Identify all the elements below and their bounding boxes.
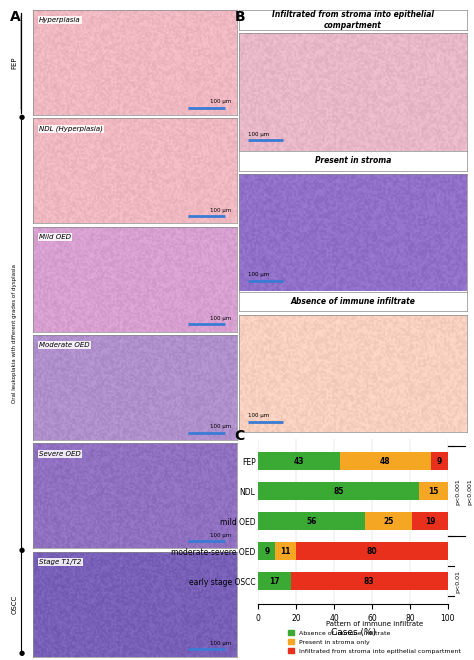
Bar [296,543,448,560]
Text: Stage T1/T2: Stage T1/T2 [39,559,82,565]
Text: p<0.001: p<0.001 [467,478,472,505]
Bar [258,572,291,591]
Bar [258,452,340,471]
Text: B: B [235,10,245,24]
Text: ●: ● [18,650,24,657]
Text: ●: ● [18,547,24,553]
Text: Oral leukoplakia with different grades of dysplasia: Oral leukoplakia with different grades o… [12,264,17,403]
Text: 80: 80 [367,547,377,556]
Text: 85: 85 [334,487,344,496]
Text: p<0.001: p<0.001 [456,478,461,505]
Text: Absence of immune infiltrate: Absence of immune infiltrate [291,297,416,306]
Text: 19: 19 [425,517,435,526]
Text: 100 μm: 100 μm [210,533,231,538]
Text: C: C [235,429,245,443]
Bar [412,512,448,531]
Bar [365,512,412,531]
Bar [258,543,275,560]
Text: 9: 9 [437,457,442,466]
Text: 11: 11 [281,547,291,556]
Text: 25: 25 [383,517,393,526]
Text: OSCC: OSCC [11,595,17,614]
Text: 100 μm: 100 μm [210,100,231,104]
Bar [275,543,296,560]
Text: 17: 17 [269,577,280,586]
Text: 43: 43 [294,457,304,466]
Text: A: A [9,10,20,24]
Text: 100 μm: 100 μm [248,131,270,137]
Bar [340,452,431,471]
Text: 100 μm: 100 μm [210,424,231,430]
Text: FEP: FEP [11,56,17,69]
Bar [258,482,419,500]
X-axis label: Cases (%): Cases (%) [330,628,376,637]
Bar [419,482,448,500]
Text: 100 μm: 100 μm [210,642,231,646]
Bar [291,572,448,591]
Bar [431,452,448,471]
Text: 100 μm: 100 μm [248,273,270,277]
Text: 9: 9 [264,547,270,556]
Text: 56: 56 [306,517,317,526]
Legend: Absence of immune infiltrate, Present in stroma only, Infiltrated from stroma in: Absence of immune infiltrate, Present in… [286,618,464,656]
Text: NDL (Hyperplasia): NDL (Hyperplasia) [39,125,103,132]
Text: 48: 48 [380,457,391,466]
Text: 100 μm: 100 μm [248,413,270,418]
Text: Moderate OED: Moderate OED [39,343,90,348]
Text: 100 μm: 100 μm [210,316,231,321]
Text: 15: 15 [428,487,439,496]
Text: Hyperplasia: Hyperplasia [39,17,81,23]
Text: p<0.01: p<0.01 [456,570,461,593]
Text: Severe OED: Severe OED [39,451,81,457]
Bar [258,512,365,531]
Text: 100 μm: 100 μm [210,208,231,213]
Text: Infiltrated from stroma into epithelial
compartment: Infiltrated from stroma into epithelial … [272,10,434,30]
Text: Mild OED: Mild OED [39,234,71,240]
Text: 83: 83 [364,577,374,586]
Text: ●: ● [18,114,24,119]
Text: Present in stroma: Present in stroma [315,156,392,165]
